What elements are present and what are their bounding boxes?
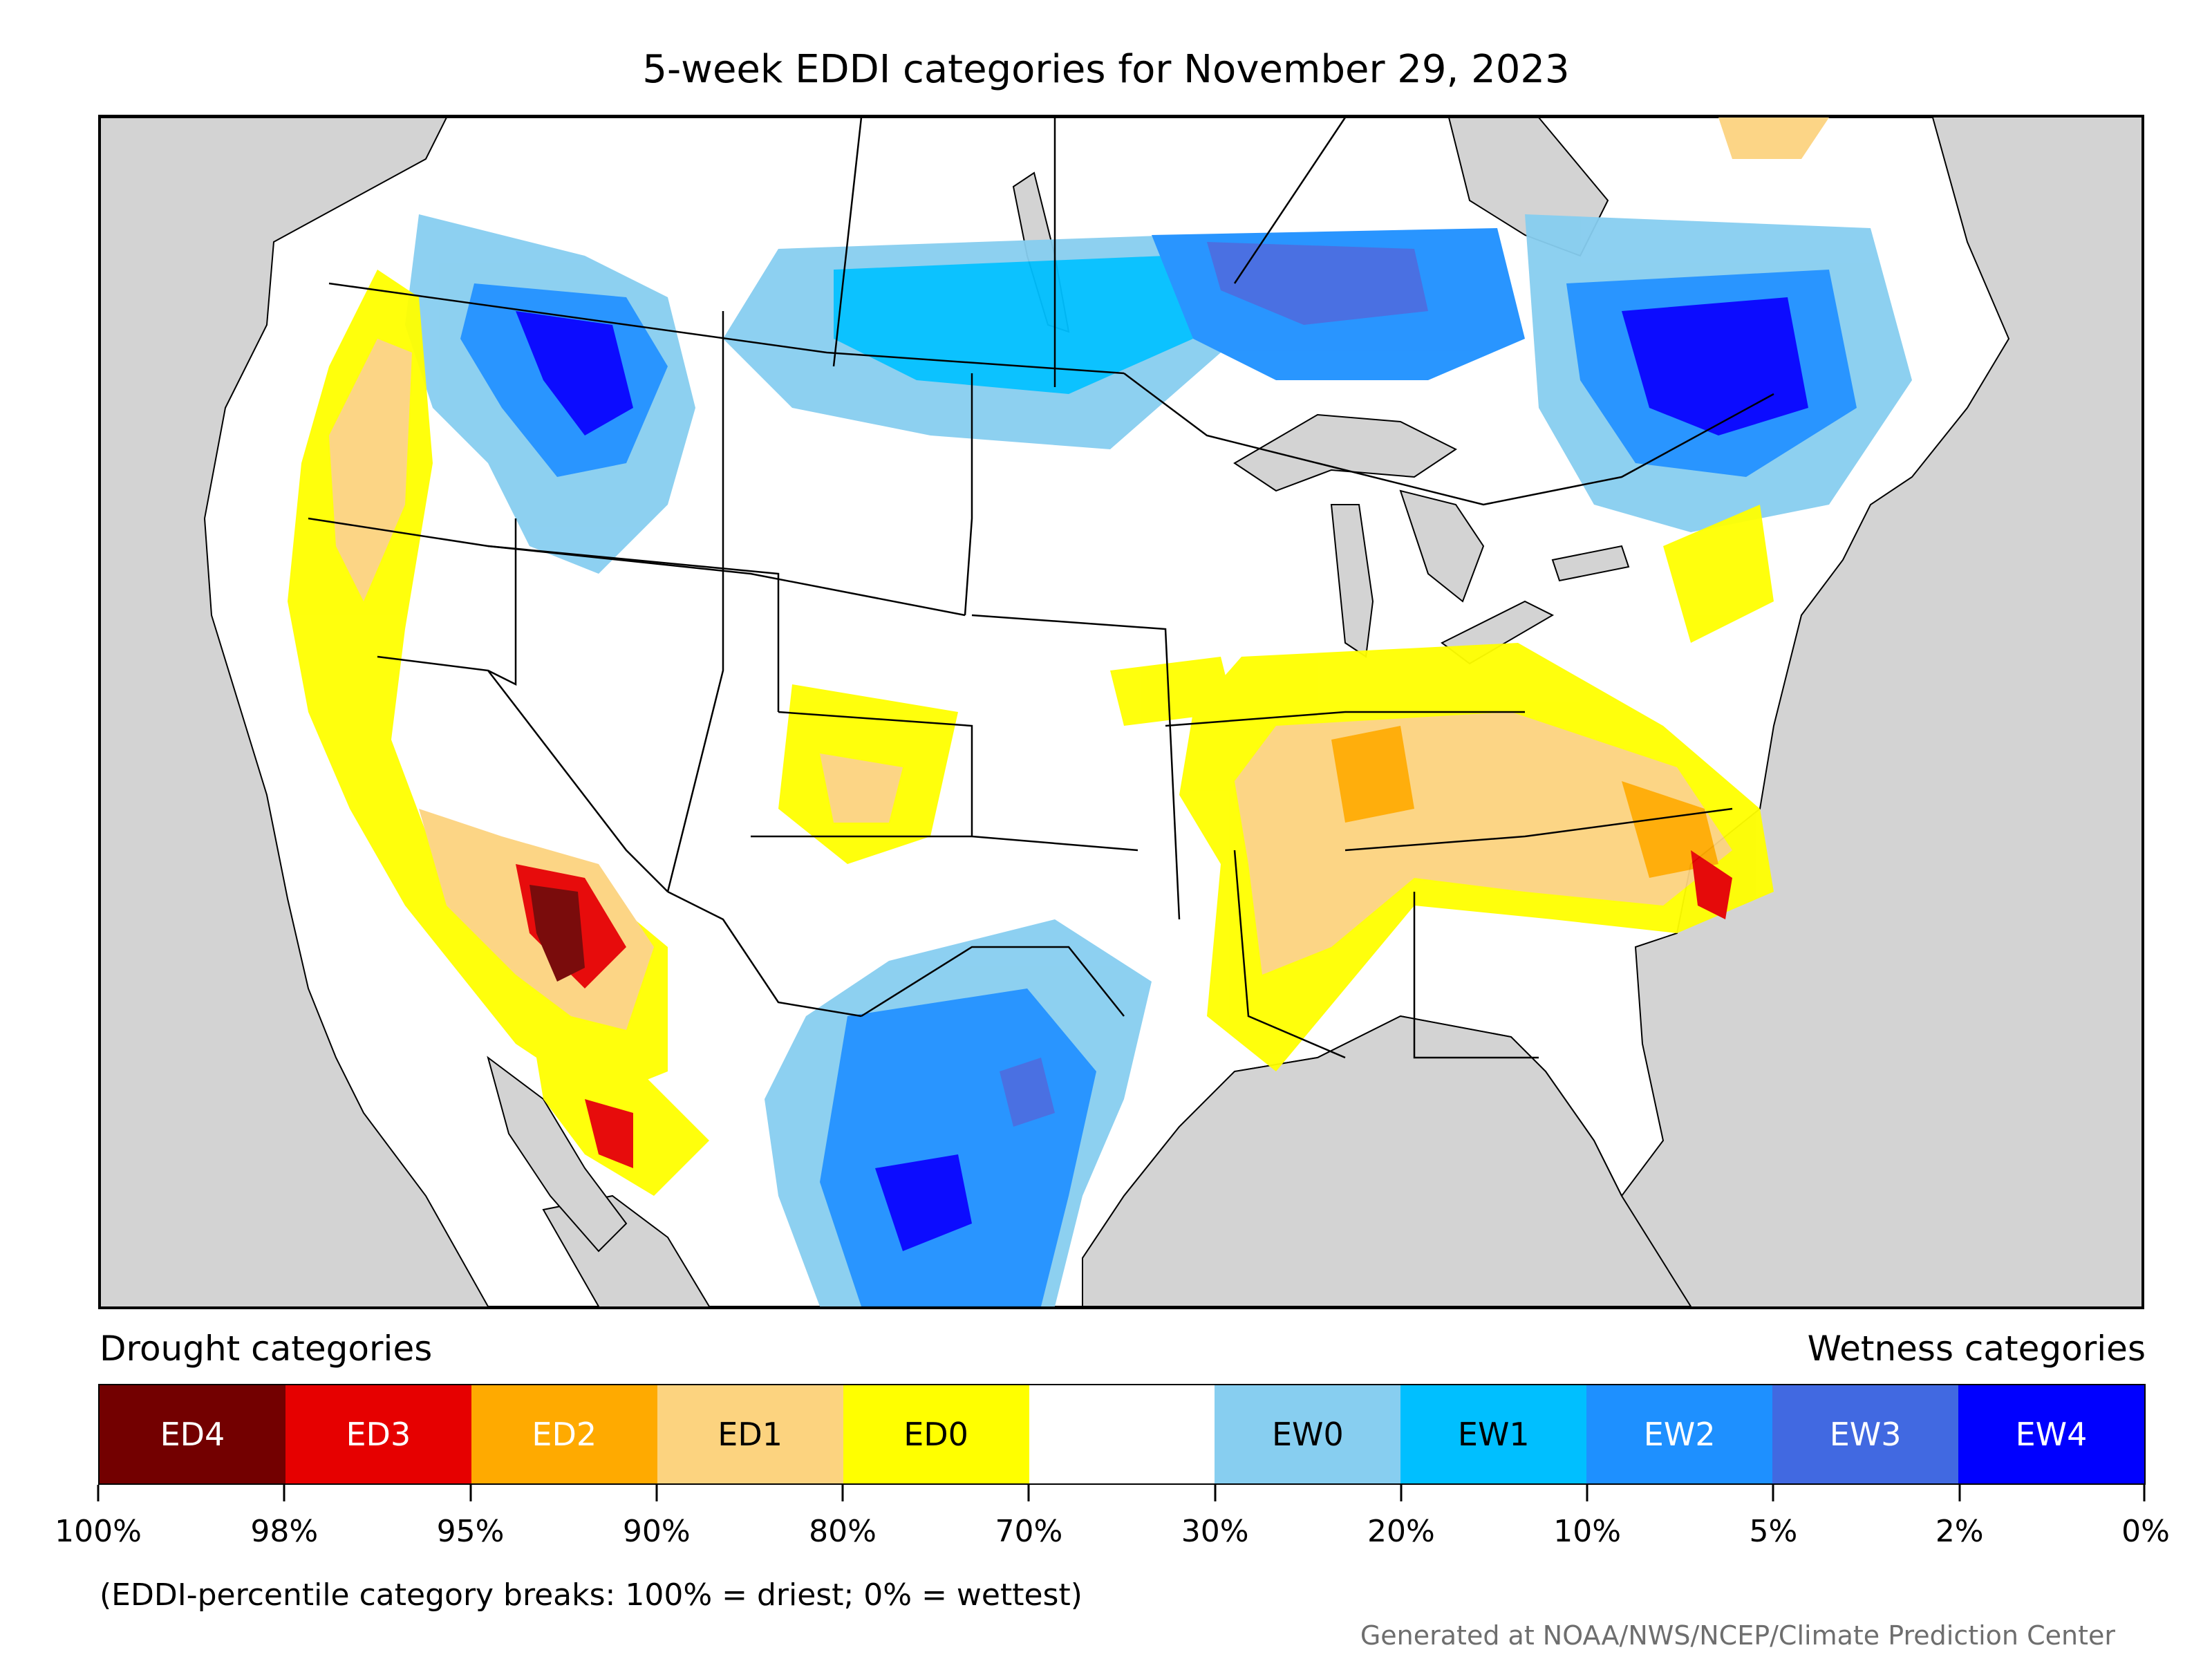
colorbar-tick-label: 80% (809, 1514, 877, 1549)
drought-categories-heading: Drought categories (100, 1329, 433, 1369)
colorbar-segment: EW0 (1215, 1385, 1401, 1483)
category-breaks-note: (EDDI-percentile category breaks: 100% =… (100, 1577, 1082, 1613)
wetness-categories-heading: Wetness categories (1807, 1329, 2146, 1369)
colorbar-tick-label: 95% (436, 1514, 505, 1549)
colorbar-tick-label: 98% (250, 1514, 319, 1549)
colorbar-segment: ED1 (657, 1385, 843, 1483)
colorbar-tick-label: 10% (1553, 1514, 1622, 1549)
colorbar-segment: ED4 (100, 1385, 285, 1483)
colorbar-tick (655, 1485, 658, 1501)
colorbar-tick-label: 90% (622, 1514, 691, 1549)
colorbar-tick (283, 1485, 285, 1501)
colorbar-segment: ED2 (471, 1385, 657, 1483)
colorbar-tick-label: 5% (1749, 1514, 1798, 1549)
credit-line: Generated at NOAA/NWS/NCEP/Climate Predi… (1360, 1620, 2115, 1651)
colorbar-tick-label: 70% (995, 1514, 1063, 1549)
drought-areas (288, 118, 1829, 1196)
colorbar-tick (1400, 1485, 1403, 1501)
lake-huron (1399, 489, 1485, 603)
colorbar-tick (1958, 1485, 1961, 1501)
map-svg (101, 118, 2010, 1306)
colorbar-segment: EW3 (1772, 1385, 1959, 1483)
lake-superior (1233, 413, 1457, 492)
category-colorbar: ED4 ED3 ED2 ED1 ED0 EW0 EW1 EW2 EW3 EW4 (98, 1384, 2146, 1485)
colorbar-tick-label: 30% (1181, 1514, 1249, 1549)
chart-title: 5-week EDDI categories for November 29, … (642, 47, 1570, 92)
colorbar-ticks (97, 1485, 2146, 1506)
borders (308, 118, 1774, 1059)
colorbar-segment (1029, 1385, 1215, 1483)
colorbar-tick (1214, 1485, 1217, 1501)
colorbar-segment: ED3 (285, 1385, 471, 1483)
colorbar-tick (97, 1485, 100, 1501)
colorbar-tick-label: 100% (55, 1514, 142, 1549)
gulf-of-california (487, 1056, 628, 1253)
colorbar-tick (2143, 1485, 2146, 1501)
colorbar-tick (841, 1485, 844, 1501)
colorbar-tick (469, 1485, 472, 1501)
colorbar-tick (1772, 1485, 1774, 1501)
colorbar-segment: EW4 (1958, 1385, 2144, 1483)
colorbar-tick (1586, 1485, 1588, 1501)
colorbar-segment: EW1 (1400, 1385, 1587, 1483)
lake-ontario (1551, 545, 1630, 582)
gulf-of-mexico (1082, 1015, 1692, 1306)
eddi-map (98, 115, 2144, 1309)
colorbar-tick-label: 2% (1935, 1514, 1984, 1549)
colorbar-tick-label: 0% (2121, 1514, 2170, 1549)
colorbar-tick-label: 20% (1367, 1514, 1435, 1549)
colorbar-segment: EW2 (1586, 1385, 1773, 1483)
colorbar-segment: ED0 (843, 1385, 1029, 1483)
colorbar-tick (1027, 1485, 1030, 1501)
